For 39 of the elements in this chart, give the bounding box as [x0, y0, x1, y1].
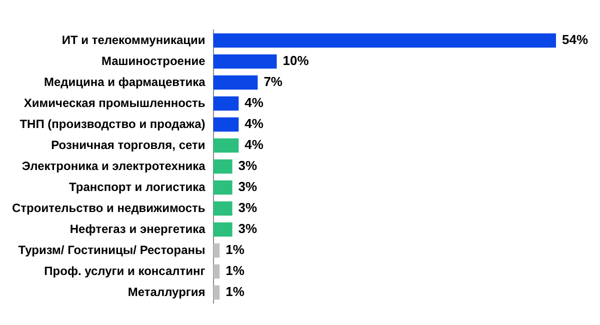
bar [213, 201, 232, 216]
bar [213, 54, 277, 69]
y-tick-label: ИТ и телекоммуникации [62, 32, 206, 47]
y-tick-label: Транспорт и логистика [69, 180, 206, 194]
bar [213, 75, 258, 90]
y-tick-label: Туризм/ Гостиницы/ Рестораны [18, 242, 206, 257]
y-tick-label: Металлургия [128, 284, 206, 299]
y-tick-label: Розничная торговля, сети [51, 138, 206, 152]
bar [213, 285, 220, 300]
y-tick-label: Нефтегаз и энергетика [70, 222, 206, 236]
bar [213, 159, 232, 174]
bar [213, 117, 239, 132]
data-label: 4% [244, 95, 264, 110]
y-tick-label: Строительство и недвижимость [12, 200, 206, 215]
bar [213, 138, 239, 153]
y-tick-label: Медицина и фармацевтика [44, 74, 206, 89]
data-label: 3% [238, 221, 258, 236]
y-tick-label: Машиностроение [101, 54, 206, 68]
data-label: 7% [264, 74, 283, 90]
bar [213, 180, 232, 195]
bar [213, 243, 220, 258]
data-label: 1% [226, 263, 245, 278]
bar [213, 33, 556, 48]
data-label: 3% [238, 200, 258, 216]
bar [213, 222, 232, 237]
data-label: 1% [226, 284, 245, 300]
data-label: 10% [282, 53, 310, 68]
y-tick-label: Электроника и электротехника [22, 158, 206, 173]
data-label: 54% [562, 32, 588, 48]
data-label: 4% [244, 137, 264, 152]
data-label: 1% [226, 242, 245, 258]
y-tick-label: Проф. услуги и консалтинг [44, 264, 206, 278]
data-label: 3% [238, 179, 258, 194]
bar [213, 264, 220, 279]
y-tick-label: Химическая промышленность [24, 96, 206, 110]
data-label: 4% [244, 116, 264, 132]
data-label: 3% [238, 158, 258, 174]
bar [213, 96, 239, 111]
y-tick-label: ТНП (производство и продажа) [20, 116, 206, 131]
